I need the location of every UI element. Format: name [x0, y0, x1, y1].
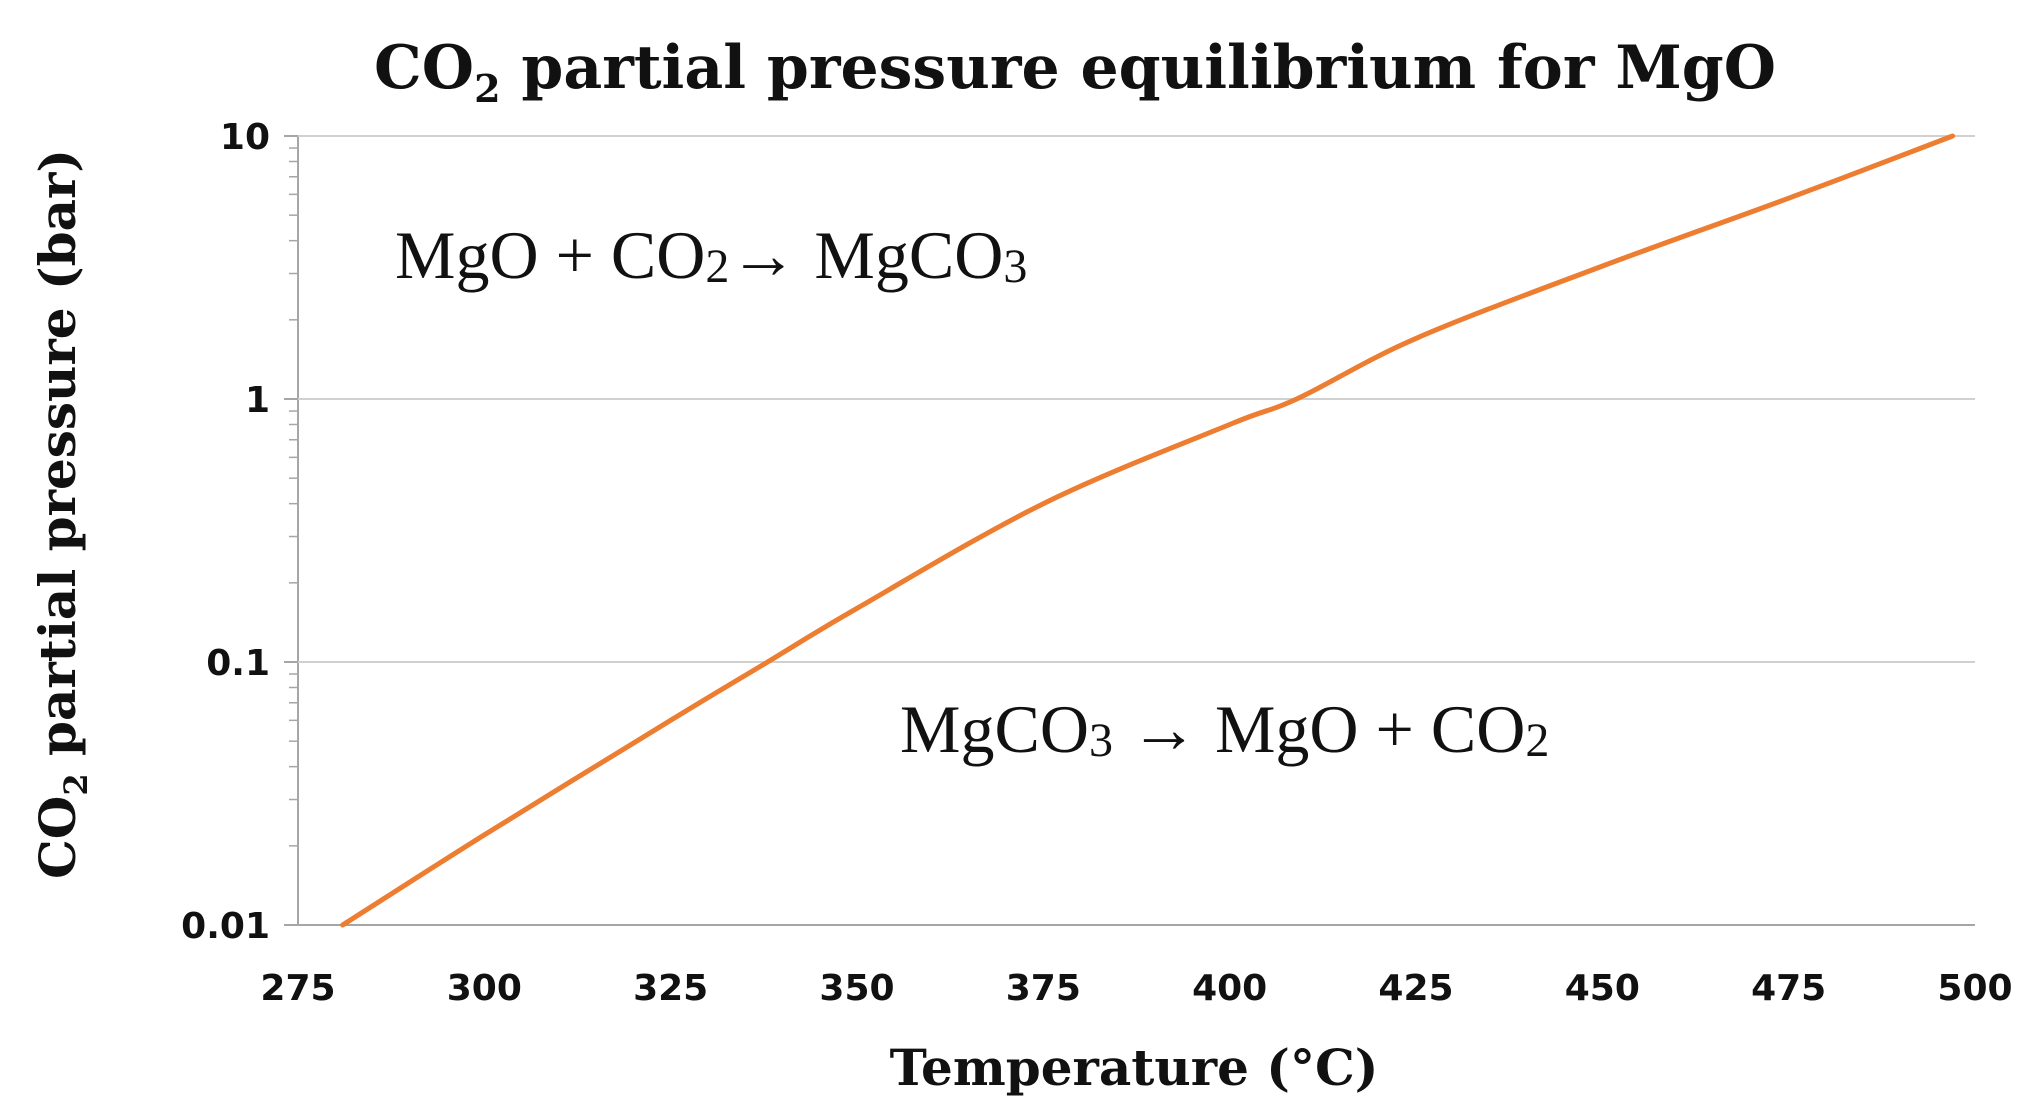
annotation-carbonation: MgO + CO2→ MgCO3	[395, 217, 1027, 293]
x-tick-label: 350	[819, 968, 894, 1009]
x-tick-label: 475	[1751, 968, 1826, 1009]
series-line	[340, 133, 1956, 928]
series-group	[340, 133, 1956, 928]
title-suffix: partial pressure equilibrium for MgO	[501, 33, 1776, 103]
title-subscript: 2	[474, 66, 500, 111]
chart-title: CO2 partial pressure equilibrium for MgO	[374, 33, 1776, 111]
ylabel-subscript: 2	[57, 773, 95, 795]
x-axis-label: Temperature (°C)	[890, 1038, 1379, 1097]
y-tick-label: 10	[220, 117, 270, 158]
x-tick-labels: 275 300 325 350 375 400 425 450 475 500	[260, 968, 2012, 1009]
x-tick-label: 325	[633, 968, 708, 1009]
x-tick-label: 375	[1006, 968, 1081, 1009]
y-tick-label: 1	[245, 380, 270, 421]
ylabel-prefix: CO	[28, 796, 87, 879]
minor-ticks	[284, 135, 298, 926]
x-tick-label: 500	[1937, 968, 2012, 1009]
y-axis-label: CO2 partial pressure (bar)	[28, 149, 95, 879]
x-tick-label: 425	[1378, 968, 1453, 1009]
ylabel-suffix: partial pressure (bar)	[28, 149, 87, 773]
x-tick-label: 400	[1192, 968, 1267, 1009]
x-tick-label: 300	[447, 968, 522, 1009]
y-tick-labels: 0.01 0.1 1 10	[181, 117, 270, 947]
title-prefix: CO	[374, 33, 474, 103]
y-tick-label: 0.1	[206, 643, 270, 684]
x-tick-label: 275	[260, 968, 335, 1009]
x-tick-label: 450	[1565, 968, 1640, 1009]
y-tick-label: 0.01	[181, 906, 270, 947]
annotation-calcination: MgCO3 → MgO + CO2	[900, 691, 1549, 767]
grid-lines	[298, 135, 1975, 663]
